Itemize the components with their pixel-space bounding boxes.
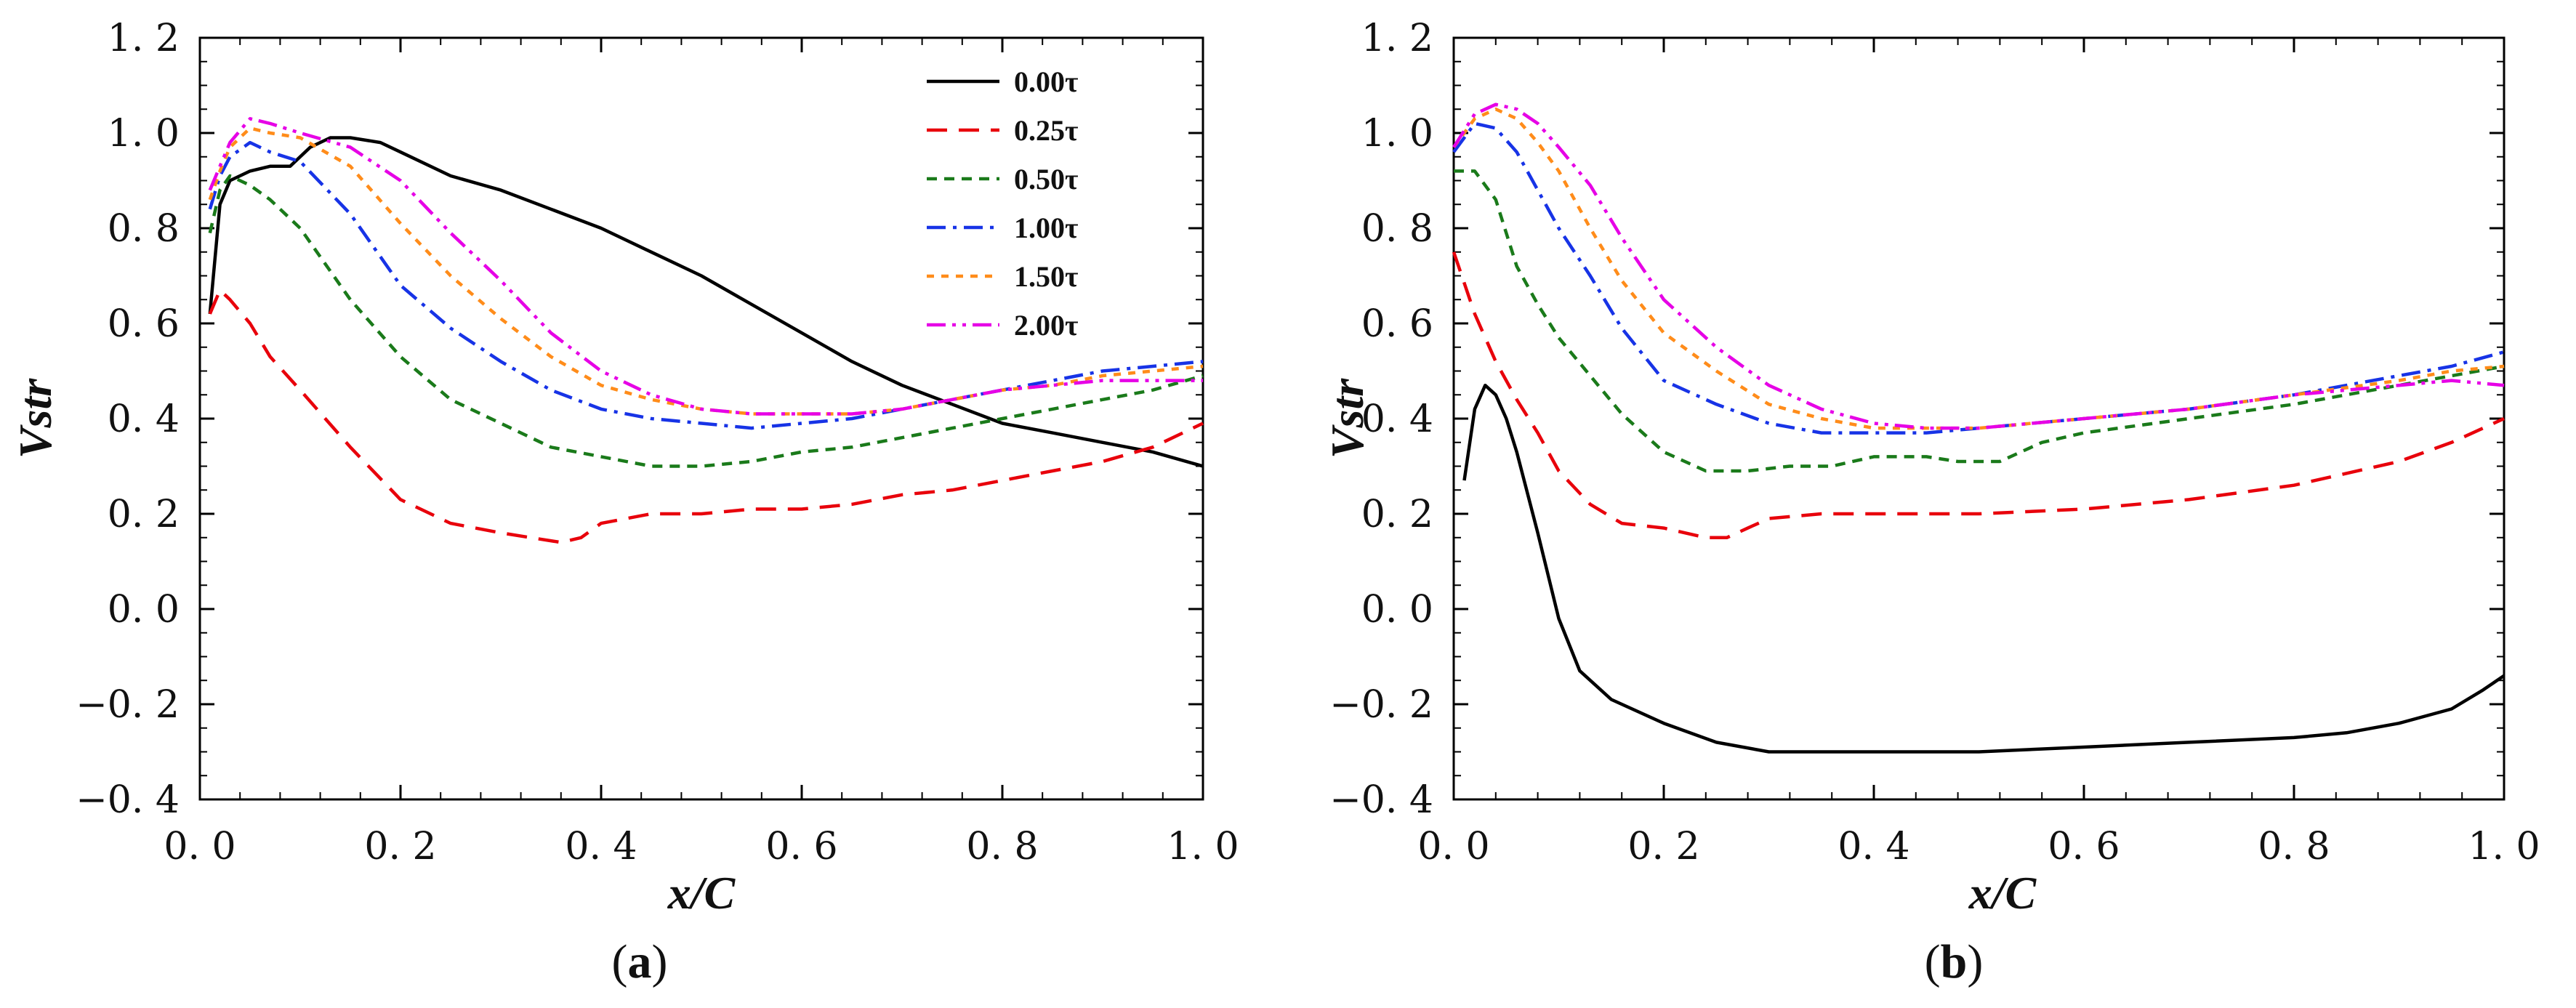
panel-label: (a)	[612, 935, 668, 988]
series-line-0	[208, 136, 1204, 468]
y-tick-label: 0. 2	[1361, 493, 1433, 536]
y-tick-label: 1. 2	[108, 17, 180, 60]
x-tick-label: 0. 0	[1417, 825, 1489, 868]
y-tick-label: 0. 4	[108, 398, 180, 441]
series-line-5	[1452, 102, 2505, 430]
x-tick-label: 0. 6	[2048, 825, 2120, 868]
panel-label-letter: b	[1941, 935, 1968, 988]
legend-label-2: 0.50τ	[1014, 163, 1078, 195]
legend: 0.00τ 0.25τ 0.50τ 1.00τ 1.50τ 2.00τ	[927, 65, 1078, 342]
x-tick-label: 0. 2	[1627, 825, 1699, 868]
panel-label-letter: a	[628, 935, 652, 988]
x-tick-label: 0. 0	[164, 825, 236, 868]
y-tick-label: −0. 4	[76, 778, 180, 822]
panel-label-open: (	[1925, 935, 1941, 988]
y-tick-label: 1. 0	[108, 112, 180, 156]
x-tick-label: 1. 0	[2468, 825, 2540, 868]
panel-a: 0. 0 0. 2 0. 4 0. 6 0. 8 1. 0 −0. 4 −0. 2 0. 0 0.…	[9, 17, 1239, 988]
series-line-4	[208, 126, 1204, 416]
y-tick-label: −0. 2	[76, 683, 180, 727]
y-tick-label: 1. 0	[1361, 112, 1433, 156]
y-tick-label: 0. 6	[108, 302, 180, 346]
series-line-0	[1462, 383, 2505, 754]
y-tick-label: 0. 8	[108, 207, 180, 251]
x-tick-label: 1. 0	[1167, 825, 1239, 868]
y-tick-label: 1. 2	[1361, 17, 1433, 60]
series-line-5	[208, 117, 1203, 416]
panel-label-close: )	[1967, 935, 1983, 988]
x-axis-title: x/C	[1968, 867, 2037, 919]
series-line-1	[208, 288, 1204, 544]
y-tick-label: 0. 4	[1361, 398, 1433, 441]
panel-label-close: )	[652, 935, 668, 988]
series-line-4	[1452, 107, 2505, 430]
y-tick-label: 0. 6	[1361, 302, 1433, 346]
y-tick-label: 0. 2	[108, 493, 180, 536]
y-tick-label: 0. 8	[1361, 207, 1433, 251]
x-tick-label: 0. 8	[2258, 825, 2330, 868]
series-line-3	[208, 140, 1204, 430]
x-axis-title: x/C	[667, 867, 736, 919]
y-tick-label: −0. 2	[1329, 683, 1433, 727]
legend-label-5: 2.00τ	[1014, 309, 1078, 342]
x-tick-label: 0. 6	[765, 825, 837, 868]
legend-label-3: 1.00τ	[1014, 211, 1078, 244]
legend-label-4: 1.50τ	[1014, 260, 1078, 293]
legend-label-1: 0.25τ	[1014, 114, 1078, 147]
y-tick-label: 0. 0	[1361, 588, 1433, 632]
panel-label-open: (	[612, 935, 628, 988]
series-line-2	[1454, 169, 2505, 473]
x-tick-label: 0. 8	[966, 825, 1038, 868]
y-tick-label: −0. 4	[1329, 778, 1433, 822]
panel-b: 0. 0 0. 2 0. 4 0. 6 0. 8 1. 0 −0. 4 −0. 2 0. 0 0.…	[1321, 17, 2540, 988]
y-tick-label: 0. 0	[108, 588, 180, 632]
legend-label-0: 0.00τ	[1014, 65, 1078, 98]
y-axis-title: Vstr	[9, 378, 61, 459]
panel-label: (b)	[1925, 935, 1984, 988]
x-tick-label: 0. 4	[1838, 825, 1909, 868]
x-tick-label: 0. 2	[364, 825, 436, 868]
series-line-2	[208, 174, 1204, 468]
y-axis-title: Vstr	[1321, 378, 1373, 459]
x-tick-label: 0. 4	[565, 825, 637, 868]
